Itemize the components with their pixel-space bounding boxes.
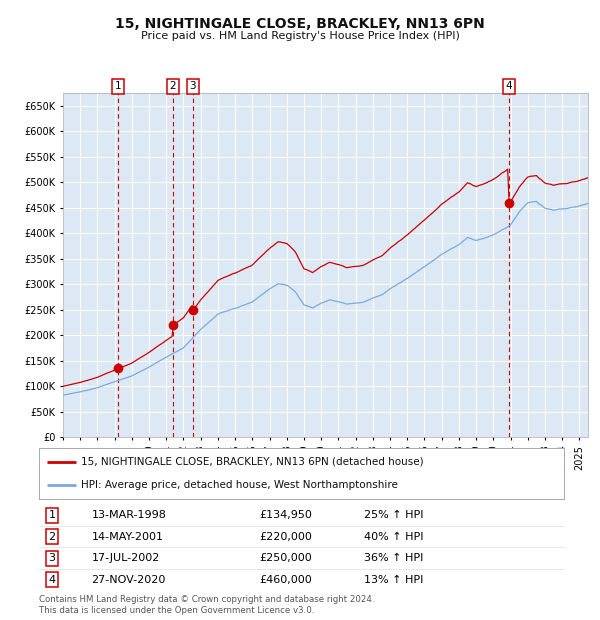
Text: £220,000: £220,000	[260, 532, 313, 542]
Text: 13% ↑ HPI: 13% ↑ HPI	[365, 575, 424, 585]
Text: This data is licensed under the Open Government Licence v3.0.: This data is licensed under the Open Gov…	[39, 606, 314, 616]
Text: 17-JUL-2002: 17-JUL-2002	[91, 553, 160, 563]
Text: 13-MAR-1998: 13-MAR-1998	[91, 510, 166, 520]
Text: 15, NIGHTINGALE CLOSE, BRACKLEY, NN13 6PN: 15, NIGHTINGALE CLOSE, BRACKLEY, NN13 6P…	[115, 17, 485, 32]
Text: 14-MAY-2001: 14-MAY-2001	[91, 532, 163, 542]
Text: HPI: Average price, detached house, West Northamptonshire: HPI: Average price, detached house, West…	[81, 480, 398, 490]
Text: 2: 2	[169, 81, 176, 91]
Text: 4: 4	[506, 81, 512, 91]
Text: 4: 4	[49, 575, 56, 585]
Text: 15, NIGHTINGALE CLOSE, BRACKLEY, NN13 6PN (detached house): 15, NIGHTINGALE CLOSE, BRACKLEY, NN13 6P…	[81, 457, 424, 467]
Text: 40% ↑ HPI: 40% ↑ HPI	[365, 532, 424, 542]
Text: 2: 2	[49, 532, 56, 542]
Text: Price paid vs. HM Land Registry's House Price Index (HPI): Price paid vs. HM Land Registry's House …	[140, 31, 460, 41]
Text: 1: 1	[115, 81, 122, 91]
Text: 36% ↑ HPI: 36% ↑ HPI	[365, 553, 424, 563]
Text: £250,000: £250,000	[260, 553, 312, 563]
Text: 27-NOV-2020: 27-NOV-2020	[91, 575, 166, 585]
Text: £460,000: £460,000	[260, 575, 312, 585]
Text: 25% ↑ HPI: 25% ↑ HPI	[365, 510, 424, 520]
Text: Contains HM Land Registry data © Crown copyright and database right 2024.: Contains HM Land Registry data © Crown c…	[39, 595, 374, 604]
Text: 3: 3	[49, 553, 56, 563]
Text: £134,950: £134,950	[260, 510, 313, 520]
Text: 1: 1	[49, 510, 56, 520]
Text: 3: 3	[190, 81, 196, 91]
